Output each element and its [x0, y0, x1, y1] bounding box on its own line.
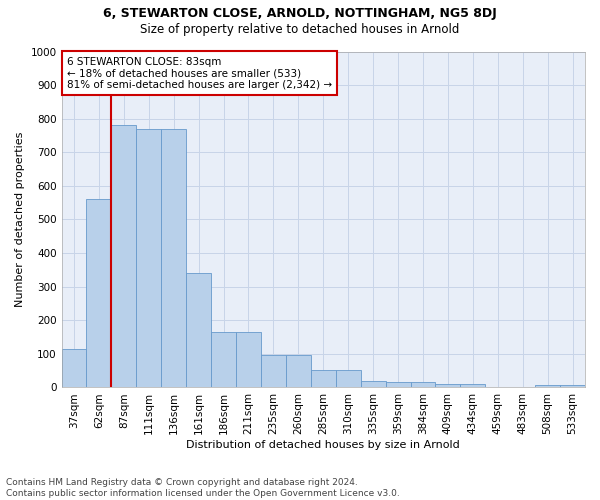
Text: Contains HM Land Registry data © Crown copyright and database right 2024.
Contai: Contains HM Land Registry data © Crown c… — [6, 478, 400, 498]
Bar — [436, 384, 460, 388]
Text: 6 STEWARTON CLOSE: 83sqm
← 18% of detached houses are smaller (533)
81% of semi-: 6 STEWARTON CLOSE: 83sqm ← 18% of detach… — [67, 56, 332, 90]
Bar — [286, 354, 311, 388]
Bar — [211, 332, 236, 388]
Bar — [386, 382, 410, 388]
Bar — [62, 350, 86, 388]
Bar — [236, 332, 261, 388]
Bar — [336, 370, 361, 388]
Bar — [86, 198, 112, 388]
Bar — [560, 385, 585, 388]
X-axis label: Distribution of detached houses by size in Arnold: Distribution of detached houses by size … — [187, 440, 460, 450]
Bar — [311, 370, 336, 388]
Bar — [261, 354, 286, 388]
Bar — [361, 382, 386, 388]
Bar — [161, 129, 186, 388]
Bar — [410, 382, 436, 388]
Text: 6, STEWARTON CLOSE, ARNOLD, NOTTINGHAM, NG5 8DJ: 6, STEWARTON CLOSE, ARNOLD, NOTTINGHAM, … — [103, 8, 497, 20]
Y-axis label: Number of detached properties: Number of detached properties — [15, 132, 25, 307]
Bar — [535, 385, 560, 388]
Bar — [112, 126, 136, 388]
Bar — [186, 272, 211, 388]
Text: Size of property relative to detached houses in Arnold: Size of property relative to detached ho… — [140, 22, 460, 36]
Bar — [460, 384, 485, 388]
Bar — [136, 129, 161, 388]
